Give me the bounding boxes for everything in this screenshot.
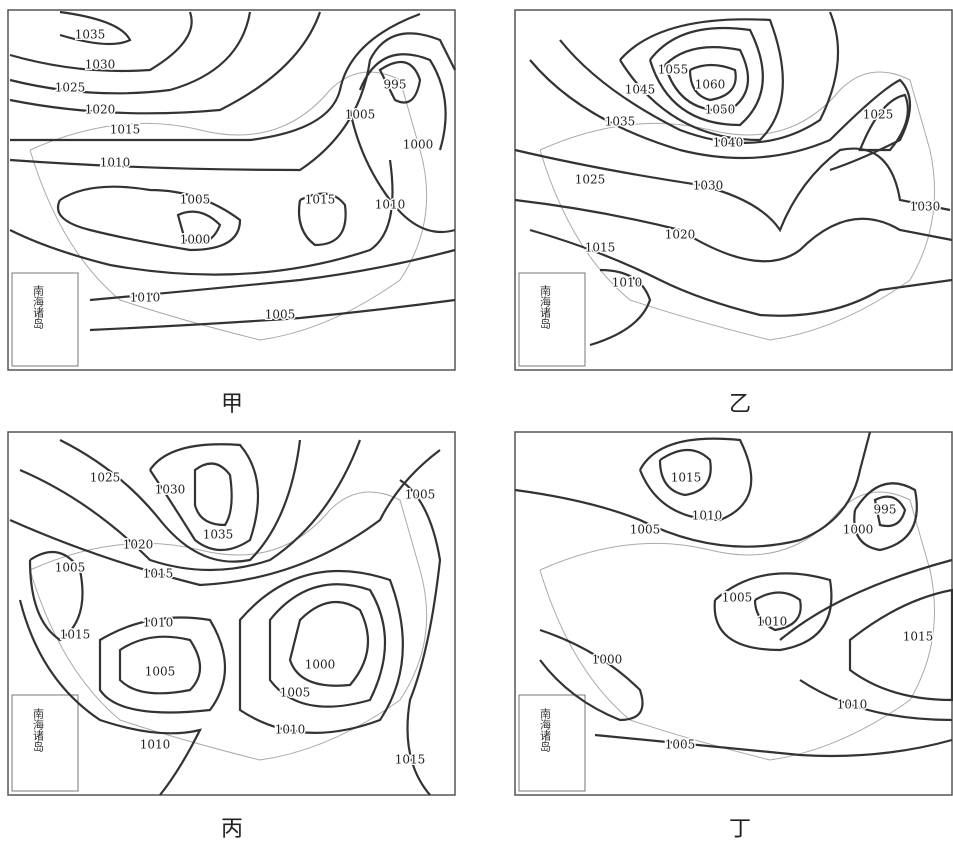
inset-label: 南海诸岛 xyxy=(32,285,45,330)
isobar-label: 1030 xyxy=(155,483,186,497)
isobar-label: 1010 xyxy=(130,291,161,305)
isobar-label: 1010 xyxy=(757,615,788,629)
isobar-label: 1050 xyxy=(705,103,736,117)
isobar-label: 1005 xyxy=(180,193,211,207)
isobar-label: 1010 xyxy=(612,276,643,290)
isobar-label: 1015 xyxy=(903,630,934,644)
map-caption: 丙 xyxy=(221,817,243,842)
isobar-label: 1055 xyxy=(658,63,689,77)
map-caption: 丁 xyxy=(729,817,751,842)
isobar-label: 1025 xyxy=(55,81,86,95)
isobar-label: 1010 xyxy=(143,616,174,630)
insets xyxy=(11,272,586,792)
isobar-label: 1000 xyxy=(180,233,211,247)
isobar-label: 995 xyxy=(384,78,407,92)
isobar-label: 1020 xyxy=(85,103,116,117)
isobar-label: 1005 xyxy=(630,523,661,537)
isobar-label: 1015 xyxy=(60,628,91,642)
isobar-label: 1020 xyxy=(665,228,696,242)
isobar-label: 1005 xyxy=(345,108,376,122)
isobar-label: 1025 xyxy=(90,471,121,485)
isobar-label: 1010 xyxy=(692,509,723,523)
isobar-label: 1035 xyxy=(605,115,636,129)
isobar-label: 1020 xyxy=(123,538,154,552)
isobar-label: 1045 xyxy=(625,83,656,97)
isobar-label: 1005 xyxy=(405,488,436,502)
inset-label: 南海诸岛 xyxy=(539,285,552,330)
isobar-label: 1030 xyxy=(693,179,724,193)
isobar-label: 1030 xyxy=(85,58,116,72)
isobar-label: 1025 xyxy=(863,108,894,122)
isobar-label: 1000 xyxy=(305,658,336,672)
inset-label: 南海诸岛 xyxy=(539,708,552,753)
borders xyxy=(29,71,935,761)
isobar-label: 1005 xyxy=(265,308,296,322)
isobar-label: 1010 xyxy=(100,156,131,170)
isobar-label: 1005 xyxy=(665,738,696,752)
isobar-label: 1005 xyxy=(722,591,753,605)
isobar-label: 1000 xyxy=(592,653,623,667)
isobar-label: 1035 xyxy=(203,528,234,542)
isobar-label: 1030 xyxy=(910,200,941,214)
isobar-label: 1010 xyxy=(140,738,171,752)
isobar-label: 1015 xyxy=(305,193,336,207)
isobar-label: 1040 xyxy=(713,136,744,150)
isobar-label: 1015 xyxy=(395,753,426,767)
isobars xyxy=(9,10,953,796)
isobar-label: 1015 xyxy=(585,241,616,255)
isobar-label: 1025 xyxy=(575,173,606,187)
isobar-label: 1015 xyxy=(143,567,174,581)
isobar-label: 1000 xyxy=(843,523,874,537)
inset-label: 南海诸岛 xyxy=(32,708,45,753)
isobar-label: 1035 xyxy=(75,28,106,42)
map-caption: 甲 xyxy=(221,392,243,417)
isobar-label: 1000 xyxy=(403,138,434,152)
isobar-label: 1010 xyxy=(375,198,406,212)
labels: 1035 1030 1025 1020 1015 1010 1005 1000 1015 1010… xyxy=(32,26,942,842)
isobar-label: 1060 xyxy=(695,78,726,92)
isobar-label: 1015 xyxy=(671,471,702,485)
isobar-label: 1010 xyxy=(275,723,306,737)
isobar-label: 1005 xyxy=(280,686,311,700)
map-caption: 乙 xyxy=(729,392,751,417)
isobar-label: 1010 xyxy=(837,698,868,712)
isobar-label: 995 xyxy=(874,503,897,517)
isobar-label: 1005 xyxy=(145,665,176,679)
isobar-label: 1015 xyxy=(110,123,141,137)
isobar-label: 1005 xyxy=(55,561,86,575)
